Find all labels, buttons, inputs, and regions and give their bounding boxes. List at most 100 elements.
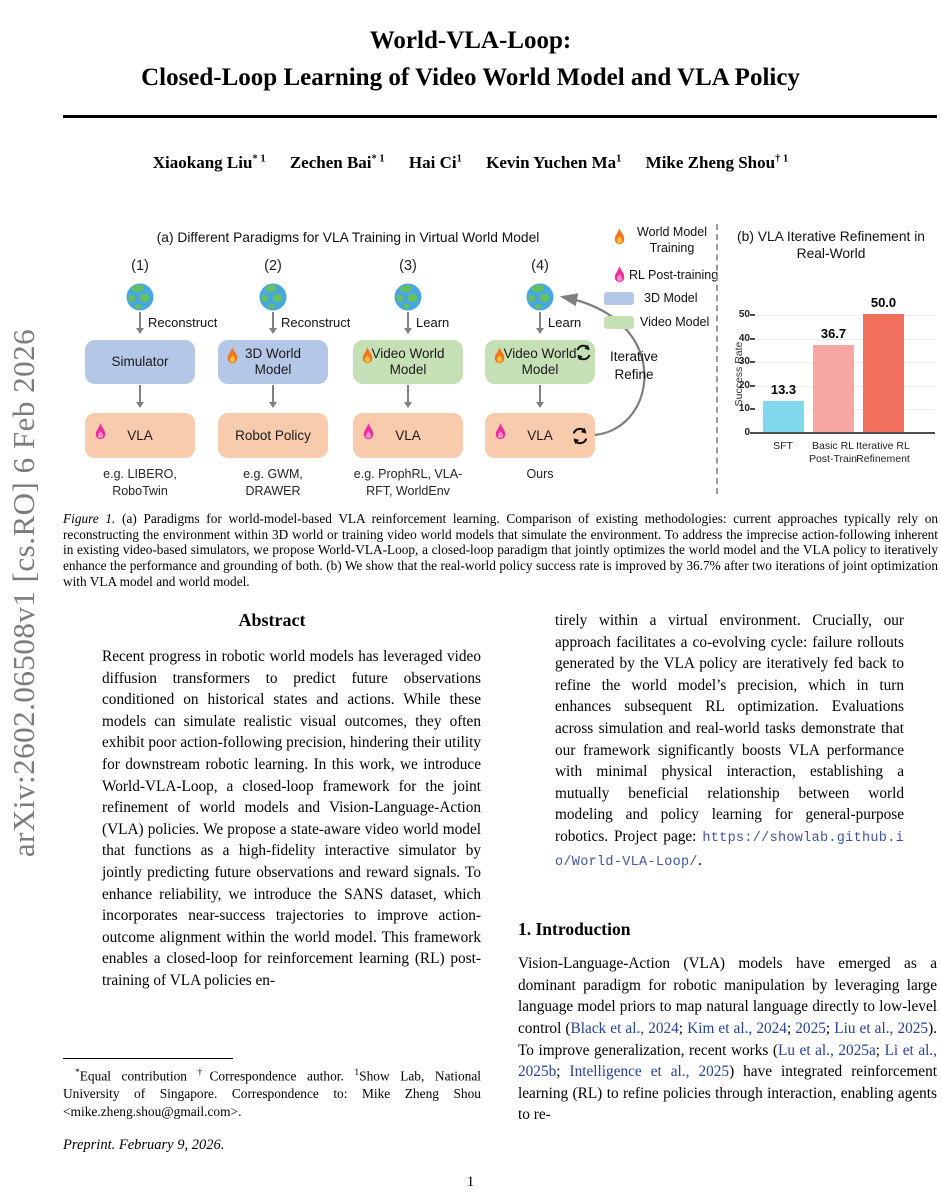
gridline (755, 315, 935, 316)
citation-link[interactable]: Lu et al., 2025a (777, 1041, 876, 1059)
example-line: RoboTwin (112, 483, 168, 498)
vla-box: VLA (85, 413, 195, 458)
paper-title-line2: Closed-Loop Learning of Video World Mode… (141, 64, 800, 91)
example-text: e.g. LIBERO, RoboTwin (69, 466, 211, 499)
citation-link[interactable]: Li et al., 2025b (518, 1041, 938, 1081)
simulator-box: Simulator (85, 340, 195, 384)
footnote-block: *Equal contribution †Correspondence auth… (63, 1058, 481, 1155)
example-text: e.g. GWM, DRAWER (202, 466, 344, 499)
box-label-line: Video World (503, 346, 577, 361)
text-run: ) have integrated reinforcement learning… (518, 1063, 937, 1124)
y-tick-label: 10 (738, 403, 750, 414)
text-run: ). To improve generalization, recent wor… (518, 1019, 937, 1059)
bar-value-label: 36.7 (820, 326, 847, 342)
down-arrow (403, 385, 412, 408)
video-world-model-box: Video World Model (353, 340, 463, 384)
legend-label: RL Post-training (629, 268, 719, 282)
example-line: Ours (526, 467, 554, 481)
column-number: (3) (399, 258, 417, 274)
3d-world-model-box: 3D World Model (218, 340, 328, 384)
box-label-line: Model (389, 362, 427, 377)
example-line: e.g. GWM, (243, 467, 303, 481)
earth-icon (525, 282, 555, 312)
author-name: Mike Zheng Shou (645, 153, 776, 172)
earth-icon (258, 282, 288, 312)
flame-orange-icon (358, 346, 377, 367)
box-label-line: Robot Policy (235, 427, 311, 443)
legend-label: Video Model (640, 315, 710, 329)
earth-icon (125, 282, 155, 312)
figure-1: (a) Different Paradigms for VLA Training… (0, 222, 941, 510)
introduction-paragraph: Vision-Language-Action (VLA) models have… (518, 953, 937, 1126)
y-tick-mark (750, 361, 755, 364)
arrow-label: Learn (548, 315, 582, 330)
box-label-line: Simulator (111, 354, 169, 369)
author: Kevin Yuchen Ma1 (486, 153, 621, 172)
footnote-marker: * (75, 1068, 80, 1078)
x-category-line: SFT (773, 440, 793, 452)
bar-value-label: 50.0 (870, 295, 897, 310)
box-label-line: VLA (127, 427, 153, 443)
text-run: tirely within a virtual environment. Cru… (555, 612, 904, 845)
down-arrow (535, 385, 544, 408)
citation-link[interactable]: 2025 (795, 1019, 826, 1037)
example-line: e.g. LIBERO, (103, 467, 177, 481)
column-number: (2) (264, 258, 282, 274)
citation-link[interactable]: Black et al., 2024 (570, 1019, 679, 1037)
author-list: Xiaokang Liu* 1 Zechen Bai* 1 Hai Ci1 Ke… (0, 153, 941, 173)
y-tick-label: 30 (738, 356, 750, 367)
down-arrow (135, 385, 144, 408)
figure-caption-label: Figure 1. (63, 511, 116, 526)
citation-link[interactable]: Kim et al., 2024 (687, 1019, 787, 1037)
author-name: Hai Ci (408, 153, 457, 172)
video-world-model-box: Video World Model (485, 340, 595, 384)
gridline (755, 338, 935, 340)
author-name: Xiaokang Liu (152, 153, 253, 172)
text-run: Vision-Language-Action (VLA) models have… (518, 955, 937, 1037)
vla-box: VLA (353, 413, 463, 458)
legend-label: World Model Training (637, 225, 707, 255)
y-tick-label: 50 (738, 309, 750, 320)
flame-orange-icon (223, 346, 242, 367)
y-tick-mark (750, 337, 755, 340)
down-arrow (268, 385, 277, 408)
y-tick-mark (750, 314, 755, 316)
panel-divider (716, 224, 718, 494)
x-category-label: Basic RL Post-Train (798, 440, 868, 466)
earth-icon (393, 282, 423, 312)
bar-value-label: 13.3 (770, 381, 797, 397)
iterative-refine-line: Refine (614, 367, 654, 382)
citation-link[interactable]: Liu et al., 2025 (834, 1019, 929, 1037)
author-affiliation-mark: 1 (616, 153, 622, 165)
cycle-refresh-icon (570, 426, 590, 446)
author-name: Kevin Yuchen Ma (486, 153, 617, 172)
box-label-line: Model (521, 362, 559, 377)
panel-a-title: (a) Different Paradigms for VLA Training… (156, 230, 540, 245)
author: Zechen Bai* 1 (290, 153, 385, 172)
example-line: e.g. ProphRL, VLA- (353, 467, 463, 481)
flame-orange-icon (610, 227, 629, 248)
figure-legend: World Model Training RL Post-training 3D… (600, 222, 719, 336)
y-tick-label: 0 (744, 427, 750, 438)
vla-box: VLA (485, 413, 595, 458)
blue-swatch (604, 292, 634, 305)
box-label-line: 3D World (244, 346, 302, 361)
text-run: ; (556, 1063, 570, 1081)
down-arrow (268, 312, 277, 334)
cycle-refresh-icon (574, 343, 593, 362)
x-category-line: Post-Train (808, 453, 858, 465)
bar-chart-plot: 13.3 36.7 50.0 (750, 295, 935, 434)
robot-policy-box: Robot Policy (218, 413, 328, 458)
flame-pink-icon (359, 422, 378, 443)
iterative-refine-label: Iterative Refine (601, 348, 667, 384)
x-axis (755, 432, 935, 434)
flame-pink-icon (610, 265, 629, 286)
citation-link[interactable]: Intelligence et al., 2025 (569, 1063, 730, 1081)
y-tick-mark (750, 408, 755, 411)
text-run: . (697, 851, 702, 869)
y-tick-label: 20 (738, 380, 750, 391)
arrow-label: Reconstruct (148, 315, 218, 330)
project-page-link[interactable]: https://showlab.github.io/World-VLA-Loop… (555, 830, 904, 870)
down-arrow (535, 312, 544, 334)
